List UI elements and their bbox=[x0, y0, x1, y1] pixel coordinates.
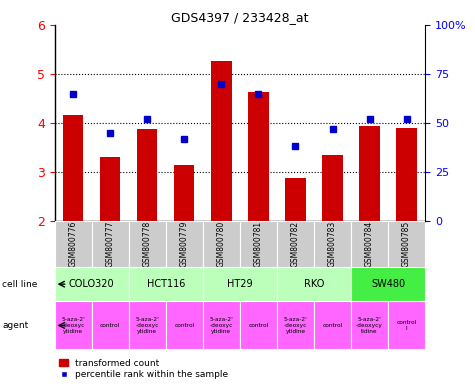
Bar bbox=[323, 155, 342, 221]
Bar bbox=[248, 91, 268, 221]
Text: GSM800779: GSM800779 bbox=[180, 221, 189, 267]
Bar bbox=[277, 221, 314, 267]
Bar bbox=[351, 267, 425, 301]
Text: 5-aza-2'
-deoxyc
ytidine: 5-aza-2' -deoxyc ytidine bbox=[284, 317, 307, 334]
Text: control: control bbox=[323, 323, 342, 328]
Bar bbox=[240, 301, 277, 349]
Text: GSM800781: GSM800781 bbox=[254, 221, 263, 267]
Bar bbox=[63, 114, 83, 221]
Bar bbox=[55, 221, 92, 267]
Bar bbox=[351, 301, 388, 349]
Bar bbox=[129, 267, 203, 301]
Text: 5-aza-2'
-deoxyc
ytidine: 5-aza-2' -deoxyc ytidine bbox=[135, 317, 159, 334]
Bar bbox=[55, 301, 92, 349]
Bar bbox=[129, 301, 166, 349]
Text: GSM800783: GSM800783 bbox=[328, 221, 337, 267]
Bar bbox=[137, 129, 157, 221]
Text: COLO320: COLO320 bbox=[69, 279, 114, 289]
Bar bbox=[203, 221, 240, 267]
Text: SW480: SW480 bbox=[371, 279, 405, 289]
Text: HT29: HT29 bbox=[227, 279, 253, 289]
Bar bbox=[277, 301, 314, 349]
Text: cell line: cell line bbox=[2, 280, 38, 289]
Bar bbox=[240, 221, 277, 267]
Bar bbox=[397, 128, 417, 221]
Bar bbox=[129, 221, 166, 267]
Text: GSM800782: GSM800782 bbox=[291, 221, 300, 267]
Text: RKO: RKO bbox=[304, 279, 324, 289]
Bar bbox=[100, 157, 120, 221]
Bar bbox=[92, 301, 129, 349]
Text: HCT116: HCT116 bbox=[147, 279, 185, 289]
Text: control: control bbox=[174, 323, 194, 328]
Legend: transformed count, percentile rank within the sample: transformed count, percentile rank withi… bbox=[59, 359, 228, 379]
Text: 5-aza-2'
-deoxyc
ytidine: 5-aza-2' -deoxyc ytidine bbox=[61, 317, 85, 334]
Bar bbox=[314, 301, 351, 349]
Title: GDS4397 / 233428_at: GDS4397 / 233428_at bbox=[171, 11, 309, 24]
Bar bbox=[203, 267, 277, 301]
Bar bbox=[351, 221, 388, 267]
Bar bbox=[92, 221, 129, 267]
Text: 5-aza-2'
-deoxyc
ytidine: 5-aza-2' -deoxyc ytidine bbox=[209, 317, 233, 334]
Bar bbox=[388, 301, 425, 349]
Bar bbox=[166, 301, 203, 349]
Text: control: control bbox=[248, 323, 268, 328]
Text: control
l: control l bbox=[397, 320, 417, 331]
Bar bbox=[174, 166, 194, 221]
Text: 5-aza-2'
-deoxycy
tidine: 5-aza-2' -deoxycy tidine bbox=[356, 317, 383, 334]
Bar bbox=[277, 267, 351, 301]
Bar bbox=[360, 126, 380, 221]
Bar bbox=[388, 221, 425, 267]
Bar bbox=[166, 221, 203, 267]
Bar bbox=[314, 221, 351, 267]
Bar bbox=[55, 267, 129, 301]
Bar bbox=[203, 301, 240, 349]
Text: GSM800776: GSM800776 bbox=[69, 221, 77, 267]
Text: control: control bbox=[100, 323, 120, 328]
Text: GSM800780: GSM800780 bbox=[217, 221, 226, 267]
Text: GSM800778: GSM800778 bbox=[143, 221, 152, 267]
Text: agent: agent bbox=[2, 321, 28, 330]
Text: GSM800785: GSM800785 bbox=[402, 221, 411, 267]
Text: GSM800777: GSM800777 bbox=[106, 221, 114, 267]
Bar bbox=[285, 178, 305, 221]
Text: GSM800784: GSM800784 bbox=[365, 221, 374, 267]
Bar bbox=[211, 61, 231, 221]
